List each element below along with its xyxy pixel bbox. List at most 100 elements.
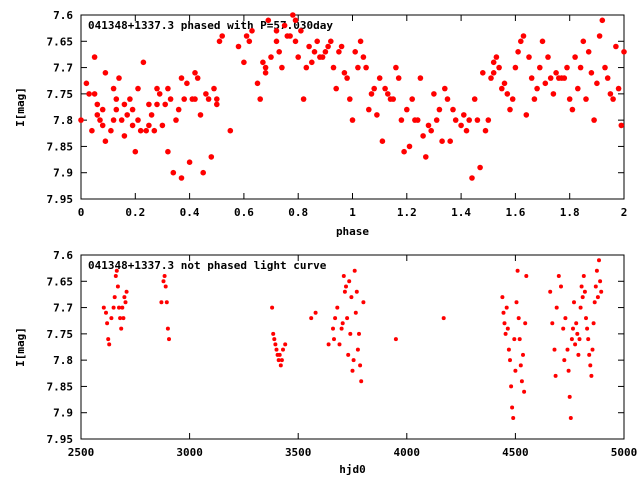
data-point — [562, 358, 567, 363]
y-tick-label: 7.65 — [47, 35, 74, 48]
data-point — [337, 342, 342, 347]
data-point — [576, 352, 581, 357]
data-point — [243, 33, 250, 39]
y-tick-label: 7.85 — [47, 140, 74, 153]
data-point — [442, 85, 448, 92]
data-point — [332, 337, 336, 342]
data-point — [565, 347, 570, 352]
data-point — [523, 321, 528, 326]
data-point — [581, 274, 586, 278]
data-point — [106, 337, 111, 342]
data-point — [219, 33, 225, 39]
data-point — [584, 316, 588, 321]
data-point — [567, 394, 572, 399]
data-point — [361, 300, 366, 305]
data-point — [501, 310, 506, 315]
data-point — [522, 389, 527, 394]
data-point — [165, 85, 171, 92]
data-point — [579, 284, 584, 289]
y-tick-label: 7.8 — [53, 114, 73, 127]
y-tick-label: 7.7 — [53, 302, 73, 315]
data-point — [306, 43, 312, 50]
data-point — [507, 106, 513, 113]
x-tick-label: 5000 — [611, 446, 638, 459]
data-point — [518, 38, 524, 45]
x-tick-label: 0.4 — [180, 206, 200, 219]
data-point — [534, 85, 540, 92]
data-point — [162, 101, 168, 108]
unphased-light-curve-plot: 2500 3000 3500 4000 4500 5000 7.6 7.65 7.7 7.75 7.… — [14, 249, 637, 476]
data-point — [265, 17, 272, 24]
data-point — [618, 122, 625, 129]
data-point — [621, 49, 627, 55]
data-point — [121, 133, 128, 139]
data-point — [409, 96, 416, 102]
x-axis-label: phase — [336, 225, 369, 238]
data-point — [439, 138, 445, 144]
data-point — [276, 49, 283, 55]
data-point — [146, 122, 152, 129]
data-point — [344, 284, 348, 289]
data-point — [554, 305, 559, 310]
data-point — [360, 54, 367, 60]
data-point — [568, 416, 573, 420]
data-point — [161, 279, 166, 284]
data-point — [309, 316, 314, 321]
data-point — [359, 379, 364, 384]
data-point — [135, 117, 141, 123]
y-axis-label: I[mag] — [14, 87, 27, 127]
data-point — [281, 347, 285, 352]
data-point — [216, 38, 223, 45]
plot-frame — [80, 254, 625, 440]
data-point — [583, 96, 589, 102]
data-point — [518, 363, 523, 368]
data-point — [564, 64, 570, 71]
data-point — [333, 85, 340, 92]
data-point — [602, 64, 608, 71]
data-point — [594, 268, 599, 273]
data-point — [586, 337, 591, 342]
data-point — [573, 342, 578, 347]
data-point — [78, 117, 84, 123]
data-point — [414, 117, 421, 123]
data-point — [272, 337, 277, 342]
data-point — [508, 358, 512, 363]
data-point — [262, 70, 269, 76]
data-point — [607, 91, 614, 97]
data-point — [319, 54, 326, 60]
data-point — [593, 284, 598, 289]
data-point — [401, 148, 407, 155]
data-point — [591, 117, 597, 123]
data-point — [582, 289, 587, 294]
data-point — [120, 305, 125, 310]
data-point — [94, 112, 101, 118]
data-point — [353, 310, 358, 315]
x-tick-label: 1.6 — [505, 206, 525, 219]
data-point — [137, 127, 144, 134]
data-point — [110, 117, 117, 123]
data-point — [113, 96, 120, 102]
y-tick-label: 7.6 — [53, 9, 73, 22]
data-point — [287, 33, 293, 39]
data-point — [447, 138, 454, 144]
data-point — [279, 64, 285, 71]
data-point — [262, 64, 269, 71]
data-point — [461, 112, 467, 118]
data-point — [575, 85, 581, 92]
y-tick-label: 7.75 — [47, 88, 74, 101]
data-point — [163, 284, 168, 289]
data-point — [572, 54, 578, 60]
data-point — [154, 101, 160, 108]
data-point — [122, 295, 127, 300]
x-tick-label: 2 — [621, 206, 628, 219]
data-point — [615, 85, 622, 92]
data-point — [513, 368, 518, 373]
data-point — [376, 75, 383, 81]
data-point — [203, 91, 209, 97]
data-point — [463, 127, 470, 134]
data-point — [124, 289, 129, 294]
data-point — [561, 75, 568, 81]
x-tick-label: 1.4 — [451, 206, 471, 219]
data-point — [281, 22, 288, 29]
